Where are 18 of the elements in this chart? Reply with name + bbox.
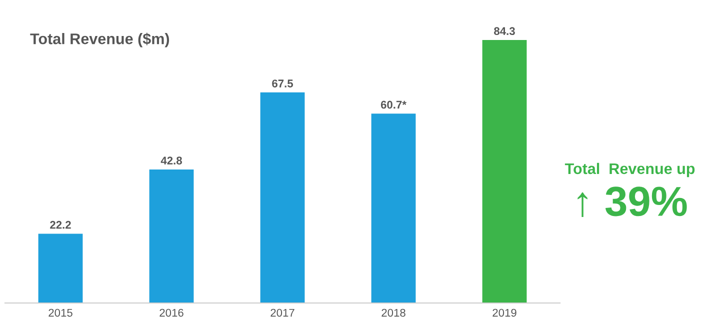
data-label: 60.7* — [380, 100, 406, 109]
bar — [260, 92, 305, 303]
data-label: 84.3 — [494, 27, 515, 36]
bar — [371, 114, 416, 303]
text: ↑ 39% — [578, 186, 687, 218]
chart-title: Total Revenue ($m) — [30, 32, 170, 48]
x-tick-label: 2019 — [492, 308, 516, 317]
x-tick-label: 2017 — [270, 308, 294, 317]
text: Total Revenue up — [564, 162, 695, 178]
bar — [38, 234, 83, 303]
bar — [482, 40, 527, 303]
x-tick-label: 2018 — [382, 308, 406, 317]
data-label: 22.2 — [50, 220, 71, 229]
x-tick-label: 2016 — [160, 308, 184, 317]
bar — [149, 169, 194, 303]
x-tick-label: 2015 — [48, 308, 72, 317]
data-label: 42.8 — [160, 156, 182, 164]
data-label: 67.5 — [272, 80, 294, 88]
